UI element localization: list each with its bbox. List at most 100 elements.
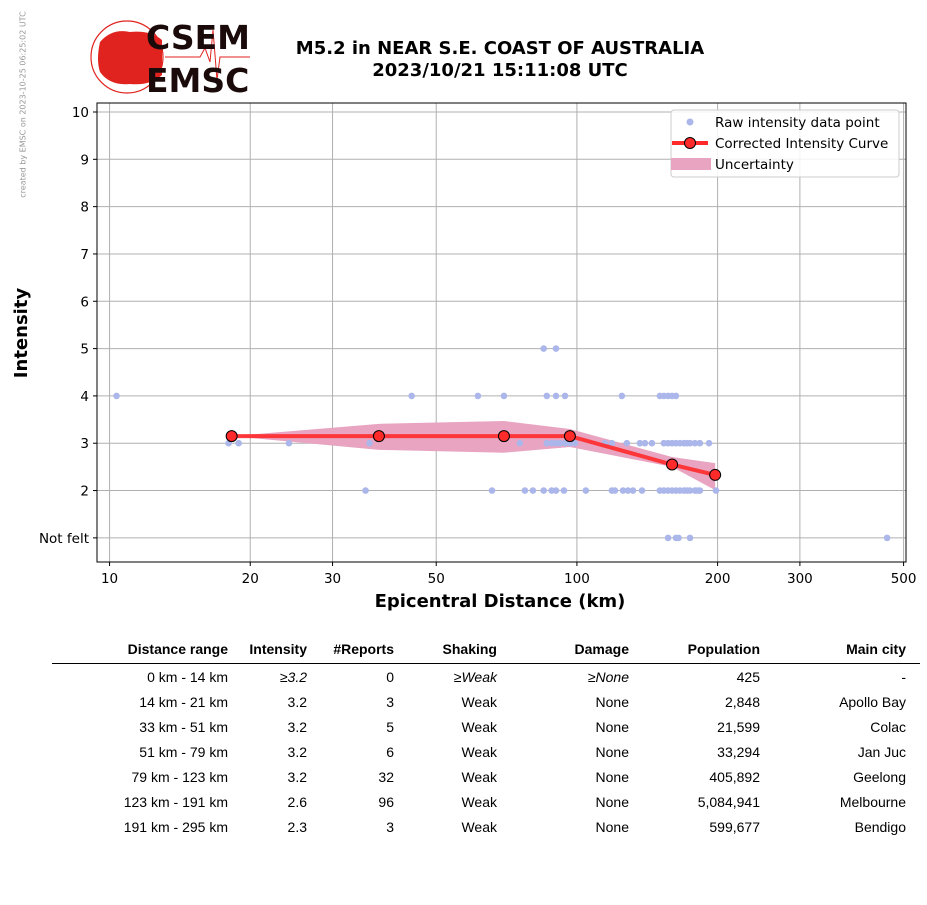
x-tick-label: 50 bbox=[428, 571, 445, 587]
raw-data-point bbox=[675, 534, 682, 542]
emsc-logo: CSEM EMSC bbox=[90, 18, 250, 100]
legend-curve-marker bbox=[684, 137, 696, 149]
x-axis-label: Epicentral Distance (km) bbox=[375, 591, 626, 612]
table-cell: ≥None bbox=[587, 668, 629, 685]
table-cell: 14 km - 21 km bbox=[139, 693, 228, 710]
table-header-row: Distance range Intensity #Reports Shakin… bbox=[52, 640, 920, 664]
raw-data-point bbox=[624, 487, 632, 494]
raw-data-point bbox=[556, 439, 564, 447]
raw-data-point bbox=[552, 392, 560, 400]
y-tick-label: 9 bbox=[80, 152, 89, 168]
table-cell: 21,599 bbox=[717, 718, 760, 735]
raw-data-point bbox=[686, 534, 694, 542]
table-cell: ≥Weak bbox=[453, 668, 497, 685]
raw-data-point bbox=[516, 439, 524, 447]
intensity-summary-table: Distance range Intensity #Reports Shakin… bbox=[52, 640, 920, 839]
corrected-intensity-curve bbox=[231, 434, 716, 477]
table-row: 0 km - 14 km ≥3.2 0 ≥Weak ≥None 425 - bbox=[52, 664, 920, 690]
raw-data-point bbox=[552, 345, 560, 352]
raw-data-point bbox=[686, 439, 694, 447]
curve-point-marker bbox=[563, 430, 576, 443]
raw-data-point bbox=[686, 487, 694, 494]
raw-data-point bbox=[691, 439, 699, 447]
table-row: 14 km - 21 km 3.2 3 Weak None 2,848 Apollo Bay bbox=[52, 689, 920, 714]
table-cell: None bbox=[595, 718, 629, 735]
table-cell: Geelong bbox=[853, 768, 906, 785]
col-population: Population bbox=[629, 640, 760, 664]
raw-data-point bbox=[672, 392, 680, 400]
raw-data-point bbox=[560, 487, 568, 494]
legend-raw-marker bbox=[686, 118, 694, 126]
plot-frame bbox=[96, 102, 907, 563]
raw-data-point bbox=[648, 439, 656, 447]
curve-point-marker bbox=[372, 430, 385, 443]
raw-data-point bbox=[543, 392, 551, 400]
raw-data-point bbox=[561, 439, 569, 447]
table-cell: 33 km - 51 km bbox=[139, 718, 228, 735]
legend: Raw intensity data point Corrected Inten… bbox=[670, 109, 900, 178]
table-cell: Weak bbox=[461, 693, 497, 710]
raw-data-point bbox=[629, 487, 637, 494]
svg-text:EMSC: EMSC bbox=[146, 61, 249, 100]
raw-data-point bbox=[561, 392, 569, 400]
raw-data-point bbox=[664, 534, 672, 542]
x-tick-label: 300 bbox=[787, 571, 813, 587]
table-cell: 5 bbox=[386, 718, 394, 735]
col-intensity: Intensity bbox=[228, 640, 307, 664]
table-cell: Weak bbox=[461, 818, 497, 835]
table-cell: Jan Juc bbox=[857, 743, 906, 760]
table-cell: 5,084,941 bbox=[697, 793, 760, 810]
raw-data-point bbox=[543, 439, 551, 447]
y-tick-label: 7 bbox=[80, 247, 89, 263]
raw-data-point bbox=[705, 439, 713, 447]
raw-data-point bbox=[362, 487, 369, 494]
raw-data-point bbox=[641, 439, 649, 447]
table-cell: 96 bbox=[378, 793, 394, 810]
raw-data-point bbox=[636, 439, 644, 447]
table-row: 123 km - 191 km 2.6 96 Weak None 5,084,941 Mel… bbox=[52, 789, 920, 814]
legend-band-swatch bbox=[671, 158, 711, 170]
y-tick-label: Not felt bbox=[39, 531, 89, 547]
table-cell: Weak bbox=[461, 768, 497, 785]
table-cell: 191 km - 295 km bbox=[123, 818, 228, 835]
raw-data-point bbox=[521, 487, 529, 494]
table-cell: Weak bbox=[461, 793, 497, 810]
table-cell: None bbox=[595, 818, 629, 835]
table-cell: 599,677 bbox=[709, 818, 760, 835]
table-cell: Colac bbox=[870, 718, 906, 735]
table-cell: 3 bbox=[386, 693, 394, 710]
raw-data-point bbox=[712, 487, 720, 494]
raw-data-point bbox=[571, 439, 579, 447]
legend-band-label: Uncertainty bbox=[715, 157, 794, 173]
table-cell: 2,848 bbox=[724, 693, 760, 710]
raw-data-point bbox=[638, 487, 646, 494]
table-row: 51 km - 79 km 3.2 6 Weak None 33,294 Jan Juc bbox=[52, 739, 920, 764]
x-tick-label: 30 bbox=[324, 571, 341, 587]
table-row: 79 km - 123 km 3.2 32 Weak None 405,892 Geelon… bbox=[52, 764, 920, 789]
table-cell: 123 km - 191 km bbox=[123, 793, 228, 810]
curve-point-marker bbox=[497, 430, 510, 443]
raw-data-point bbox=[540, 487, 547, 494]
raw-data-point bbox=[696, 487, 704, 494]
table-cell: 79 km - 123 km bbox=[131, 768, 228, 785]
col-shaking: Shaking bbox=[394, 640, 497, 664]
legend-curve-label: Corrected Intensity Curve bbox=[715, 136, 888, 152]
x-tick-label: 200 bbox=[705, 571, 731, 587]
legend-raw-label: Raw intensity data point bbox=[715, 115, 880, 131]
raw-data-point bbox=[113, 392, 120, 400]
svg-text:CSEM: CSEM bbox=[146, 18, 250, 57]
table-cell: None bbox=[595, 768, 629, 785]
y-axis-label: Intensity bbox=[11, 288, 32, 379]
table-row: 191 km - 295 km 2.3 3 Weak None 599,677 Bendig… bbox=[52, 814, 920, 839]
raw-data-point bbox=[540, 345, 547, 352]
curve-point-marker bbox=[225, 430, 238, 443]
curve-point-marker bbox=[709, 468, 722, 481]
table-cell: 32 bbox=[378, 768, 394, 785]
table-cell: 3.2 bbox=[287, 768, 307, 785]
raw-data-point bbox=[582, 487, 590, 494]
raw-data-point bbox=[235, 439, 242, 447]
raw-data-point bbox=[611, 487, 619, 494]
raw-data-point bbox=[500, 392, 508, 400]
x-tick-label: 20 bbox=[242, 571, 259, 587]
raw-data-point bbox=[366, 439, 373, 447]
